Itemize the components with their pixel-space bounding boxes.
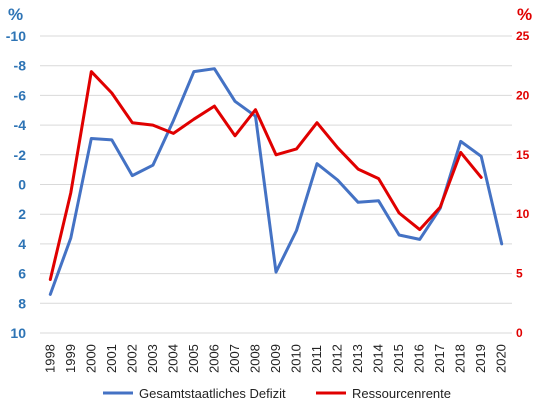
series-line-ressourcenrente — [48, 70, 483, 281]
right-tick-label: 5 — [516, 267, 523, 281]
x-tick-label: 2015 — [391, 344, 406, 373]
right-axis-ticks: 0 5 10 15 20 25 — [516, 29, 530, 340]
left-axis-ticks: -10 -8 -6 -4 -2 0 2 4 6 8 10 — [6, 28, 26, 341]
left-tick-label: -8 — [14, 58, 27, 74]
x-tick-label: 2005 — [186, 344, 201, 373]
left-tick-label: 6 — [18, 266, 26, 282]
left-axis-unit: % — [8, 5, 23, 24]
x-tick-label: 1998 — [42, 344, 57, 373]
x-tick-label: 2019 — [473, 344, 488, 373]
x-axis-ticks: 1998 1999 2000 2001 2002 2003 2004 2005 2006 2007… — [42, 344, 508, 373]
left-tick-label: -10 — [6, 28, 26, 44]
x-tick-label: 2001 — [104, 344, 119, 373]
x-tick-label: 2006 — [206, 344, 221, 373]
legend-label-defizit: Gesamtstaatliches Defizit — [139, 386, 286, 401]
left-tick-label: 0 — [18, 177, 26, 193]
right-axis-unit: % — [517, 5, 532, 24]
x-tick-label: 2000 — [83, 344, 98, 373]
left-tick-label: 2 — [18, 206, 26, 222]
x-tick-label: 2018 — [453, 344, 468, 373]
left-tick-label: 10 — [10, 325, 26, 341]
left-tick-label: 4 — [18, 236, 26, 252]
left-tick-label: -4 — [14, 117, 27, 133]
x-tick-label: 2014 — [371, 344, 386, 373]
series-lines — [48, 67, 504, 296]
right-tick-label: 20 — [516, 88, 530, 102]
left-tick-label: -6 — [14, 87, 27, 103]
x-tick-label: 1999 — [63, 344, 78, 373]
right-tick-label: 10 — [516, 207, 530, 221]
x-tick-label: 2009 — [268, 344, 283, 373]
x-tick-label: 2007 — [227, 344, 242, 373]
right-tick-label: 25 — [516, 29, 530, 43]
legend-label-ressourcenrente: Ressourcenrente — [352, 386, 451, 401]
legend: Gesamtstaatliches Defizit Ressourcenrent… — [103, 386, 451, 401]
x-tick-label: 2002 — [124, 344, 139, 373]
x-tick-label: 2010 — [289, 344, 304, 373]
x-tick-label: 2008 — [247, 344, 262, 373]
x-tick-label: 2012 — [330, 344, 345, 373]
x-tick-label: 2020 — [494, 344, 509, 373]
left-tick-label: -2 — [14, 147, 27, 163]
x-tick-label: 2017 — [432, 344, 447, 373]
x-tick-label: 2004 — [165, 344, 180, 373]
left-tick-label: 8 — [18, 295, 26, 311]
x-tick-label: 2011 — [309, 345, 324, 373]
right-tick-label: 0 — [516, 326, 523, 340]
series-line-defizit — [48, 67, 504, 296]
x-tick-label: 2016 — [412, 344, 427, 373]
x-tick-label: 2003 — [145, 344, 160, 373]
right-tick-label: 15 — [516, 148, 530, 162]
x-tick-label: 2013 — [350, 344, 365, 373]
